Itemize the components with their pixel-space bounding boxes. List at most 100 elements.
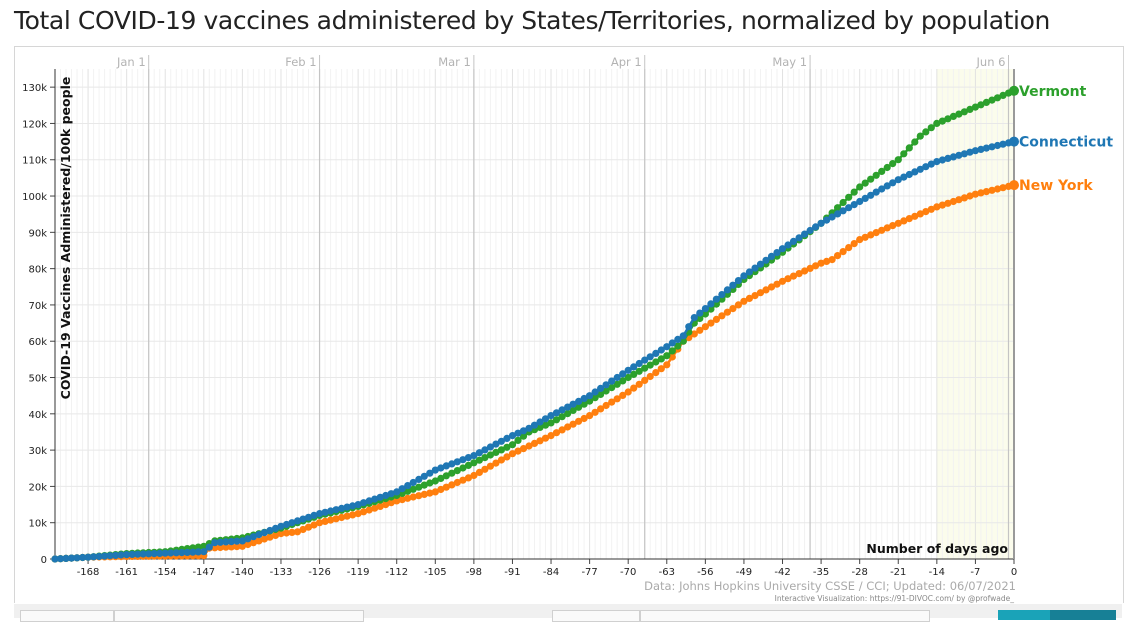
x-tick-label: -56 bbox=[697, 567, 713, 578]
data-point bbox=[409, 478, 417, 487]
data-point bbox=[338, 513, 346, 522]
data-point bbox=[338, 504, 346, 512]
data-point bbox=[663, 352, 671, 360]
data-point bbox=[282, 520, 291, 529]
data-point bbox=[795, 234, 803, 242]
data-point bbox=[608, 398, 616, 406]
data-point bbox=[530, 421, 539, 429]
y-tick-label: 100k bbox=[22, 192, 47, 203]
data-point bbox=[867, 191, 875, 199]
data-point bbox=[646, 372, 654, 381]
data-point bbox=[260, 535, 268, 543]
data-point bbox=[806, 226, 814, 235]
data-point bbox=[575, 417, 583, 425]
data-point bbox=[200, 542, 208, 550]
x-tick-label: -140 bbox=[231, 567, 254, 578]
x-tick-label: -21 bbox=[890, 567, 906, 578]
series-label: Connecticut bbox=[1019, 135, 1113, 151]
data-point bbox=[415, 483, 423, 491]
data-point bbox=[999, 91, 1007, 99]
data-point bbox=[343, 512, 351, 520]
x-tick-label: -126 bbox=[308, 567, 331, 578]
data-point bbox=[834, 210, 842, 218]
data-point bbox=[707, 300, 715, 308]
end-point bbox=[1009, 180, 1019, 191]
data-point bbox=[211, 544, 219, 552]
x-tick-label: -98 bbox=[466, 567, 482, 578]
data-point bbox=[442, 462, 450, 470]
data-point bbox=[575, 403, 583, 411]
data-point bbox=[541, 415, 550, 423]
data-point bbox=[977, 189, 985, 197]
data-point bbox=[949, 153, 958, 161]
data-point bbox=[486, 462, 494, 470]
data-point bbox=[564, 403, 572, 411]
data-point bbox=[79, 553, 87, 562]
data-point bbox=[244, 540, 252, 549]
data-point bbox=[123, 551, 131, 559]
y-tick-label: 0 bbox=[41, 555, 47, 566]
data-point bbox=[150, 550, 158, 558]
data-point bbox=[663, 361, 671, 369]
data-point bbox=[734, 277, 743, 285]
data-point bbox=[922, 208, 930, 216]
data-point bbox=[525, 424, 533, 432]
series-connecticut bbox=[51, 136, 1019, 563]
y-tick-label: 90k bbox=[28, 228, 47, 239]
data-point bbox=[371, 495, 379, 503]
data-point bbox=[316, 509, 324, 518]
data-point bbox=[922, 163, 930, 171]
data-point bbox=[426, 489, 434, 497]
data-point bbox=[845, 204, 853, 212]
data-point bbox=[503, 434, 511, 442]
data-point bbox=[404, 482, 412, 490]
data-point bbox=[575, 397, 583, 405]
data-point bbox=[657, 346, 665, 354]
data-point bbox=[492, 440, 500, 448]
data-point bbox=[349, 511, 357, 519]
control-input-right-wide[interactable] bbox=[640, 610, 930, 622]
data-point bbox=[497, 446, 505, 454]
data-point bbox=[51, 555, 59, 563]
data-point bbox=[756, 260, 765, 268]
data-point bbox=[845, 244, 853, 252]
data-point bbox=[646, 353, 654, 361]
control-input-right[interactable] bbox=[552, 610, 640, 622]
data-point bbox=[701, 323, 710, 331]
data-point bbox=[668, 347, 676, 355]
x-tick-label: -49 bbox=[736, 567, 752, 578]
data-point bbox=[442, 472, 450, 480]
data-point bbox=[552, 416, 561, 424]
y-tick-label: 40k bbox=[28, 410, 47, 421]
data-point bbox=[641, 376, 649, 384]
data-point bbox=[988, 143, 996, 151]
data-point bbox=[255, 537, 263, 545]
date-marker-label: Jun 6 bbox=[976, 55, 1006, 69]
data-point bbox=[988, 96, 996, 104]
data-point bbox=[878, 226, 886, 234]
option-button-a[interactable] bbox=[998, 610, 1050, 620]
data-point bbox=[740, 272, 748, 280]
data-point bbox=[200, 548, 208, 556]
data-point bbox=[293, 517, 302, 525]
y-tick-label: 20k bbox=[28, 482, 47, 493]
x-tick-label: -70 bbox=[620, 567, 636, 578]
data-point bbox=[894, 219, 902, 227]
data-point bbox=[547, 419, 555, 427]
data-point bbox=[712, 315, 721, 323]
data-point bbox=[597, 384, 605, 392]
data-point bbox=[536, 418, 544, 426]
option-button-b[interactable] bbox=[1050, 610, 1116, 620]
control-input-left[interactable] bbox=[20, 610, 114, 622]
data-point bbox=[453, 467, 461, 475]
control-input-wide[interactable] bbox=[114, 610, 364, 622]
data-point bbox=[927, 124, 935, 132]
data-point bbox=[558, 406, 566, 414]
data-point bbox=[244, 535, 252, 543]
data-point bbox=[365, 506, 373, 514]
data-point bbox=[481, 446, 489, 454]
data-point bbox=[569, 420, 577, 428]
data-point bbox=[216, 538, 224, 546]
data-point bbox=[376, 493, 384, 501]
data-point bbox=[580, 394, 588, 403]
